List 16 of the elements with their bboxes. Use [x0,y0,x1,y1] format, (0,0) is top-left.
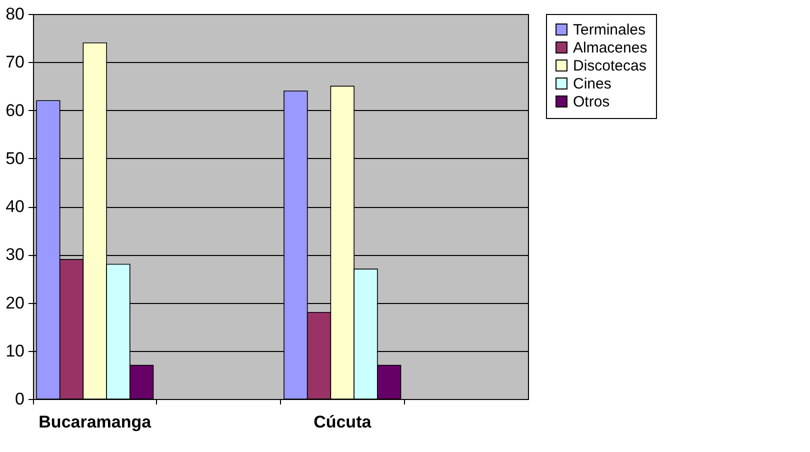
y-tick-label: 60 [6,100,24,120]
x-tick-label: Cúcuta [314,412,372,432]
x-tick-label: Bucaramanga [38,412,152,432]
legend-label: Almacenes [573,40,648,56]
y-tick-label: 80 [6,4,24,24]
y-tick-label: 40 [6,197,24,216]
legend-label: Terminales [573,22,646,38]
legend-label: Otros [573,94,610,110]
y-tick-label: 0 [15,390,24,408]
y-tick-label: 70 [6,52,24,72]
y-tick-label: 10 [6,341,24,360]
y-tick-label: 20 [6,293,24,312]
legend-label: Cines [573,76,612,92]
y-tick-label: 30 [6,245,24,264]
y-tick-label: 50 [6,148,24,168]
legend-label: Discotecas [573,58,646,74]
